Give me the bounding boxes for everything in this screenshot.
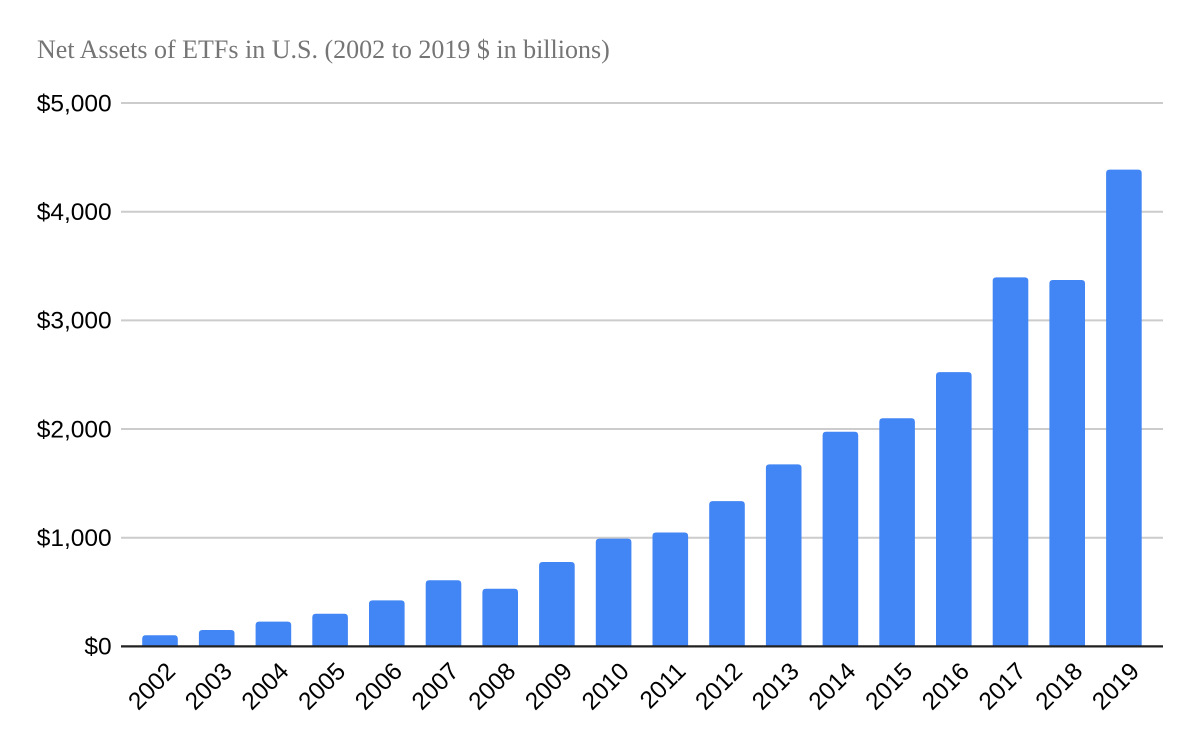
svg-text:$2,000: $2,000 (37, 416, 112, 443)
svg-text:$5,000: $5,000 (37, 90, 112, 117)
svg-text:Net Assets of ETFs in U.S. (20: Net Assets of ETFs in U.S. (2002 to 2019… (37, 35, 610, 64)
svg-text:$0: $0 (84, 634, 111, 661)
svg-text:$1,000: $1,000 (37, 525, 112, 552)
svg-text:$3,000: $3,000 (37, 308, 112, 335)
svg-text:$4,000: $4,000 (37, 199, 112, 226)
